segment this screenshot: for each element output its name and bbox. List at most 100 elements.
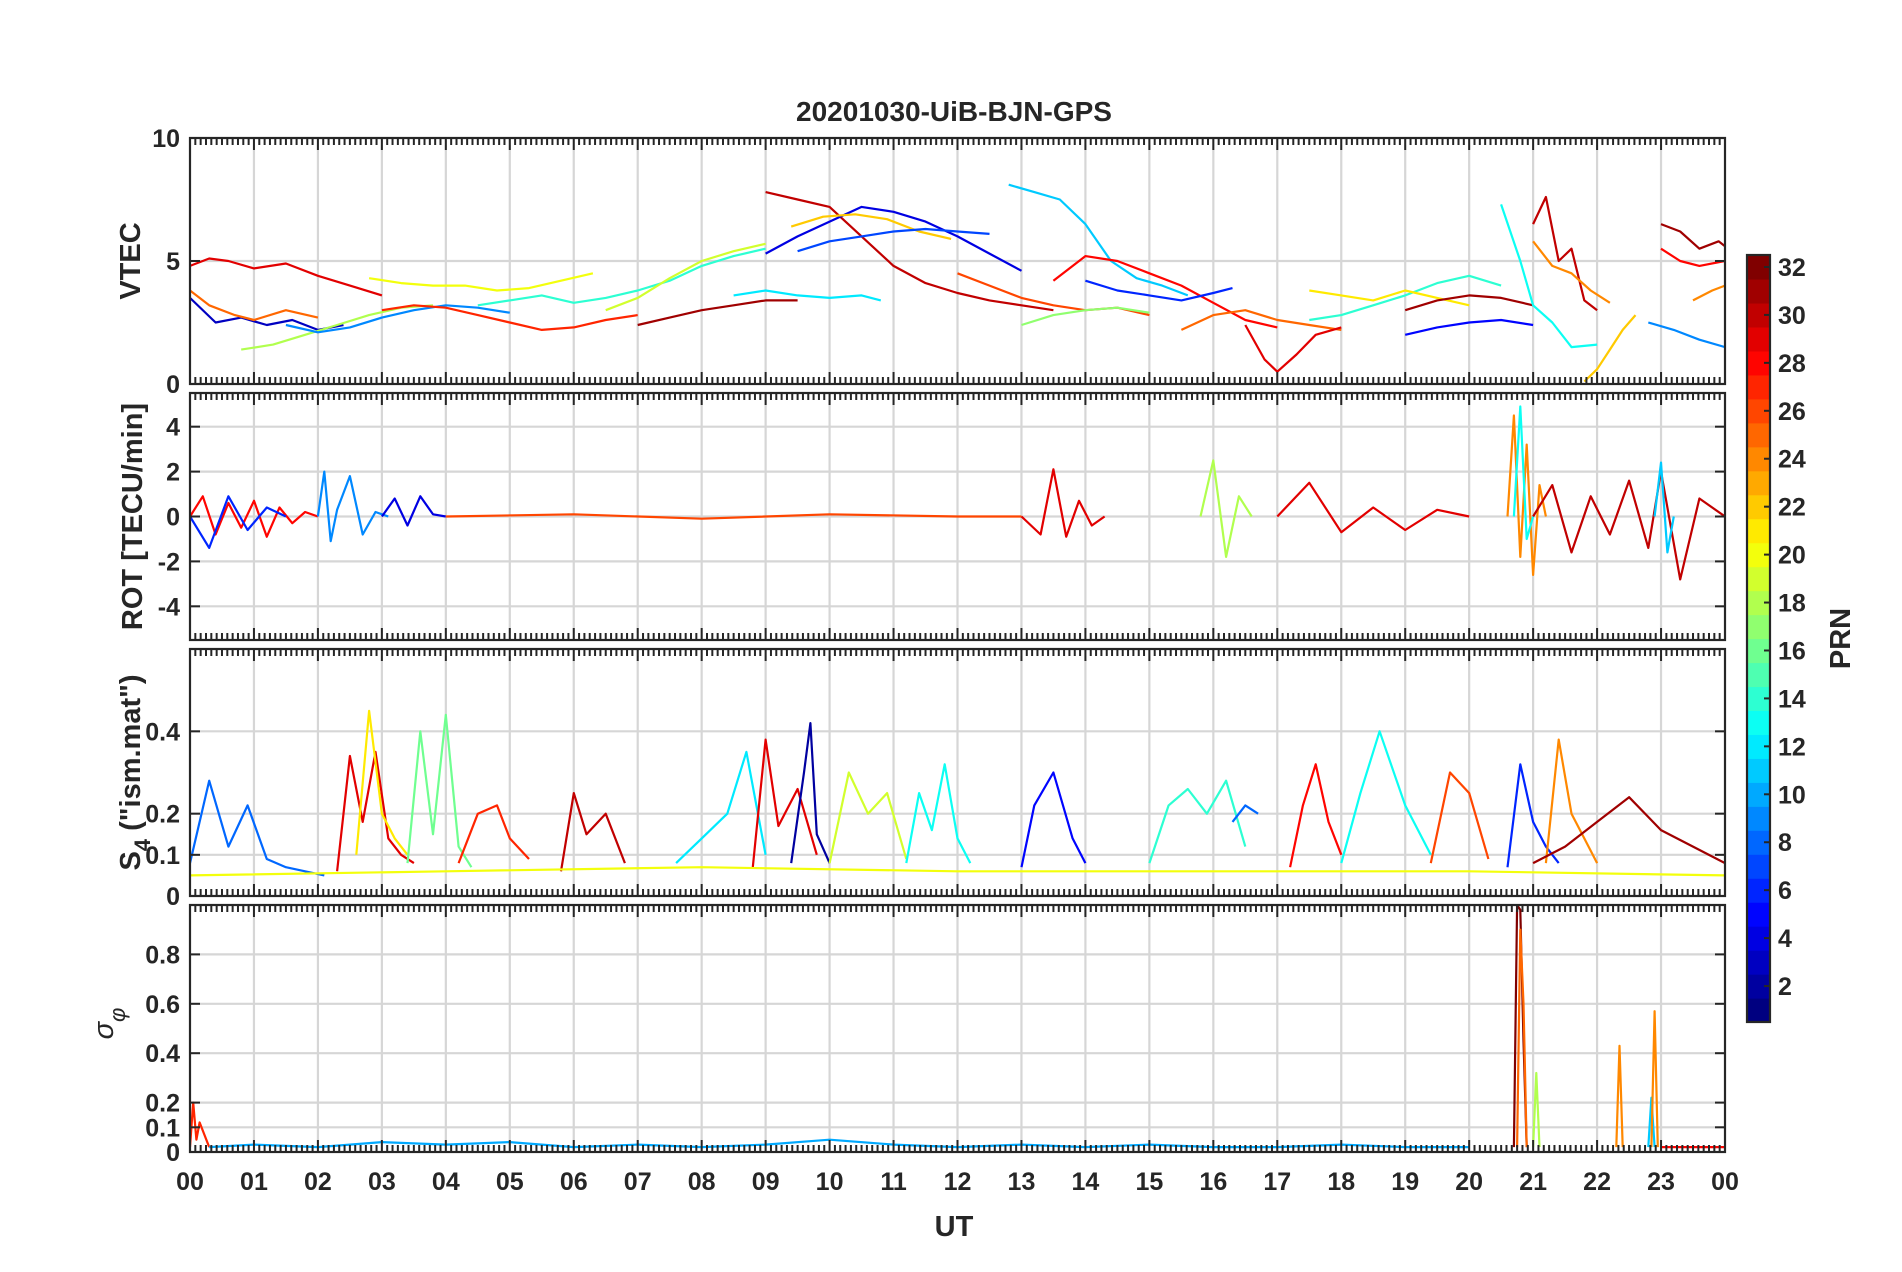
series-line-prn-9 (1647, 321, 1725, 349)
x-tick-label: 10 (816, 1168, 844, 1196)
x-tick-labels: 00 01 02 03 04 05 06 07 08 09 10 11 12 13 14 15 16 17 18 19… (176, 1168, 1739, 1196)
series-line-prn-13 (1340, 730, 1432, 864)
series-line-prn-27 (381, 304, 638, 331)
colorbar-segment (1747, 350, 1770, 376)
series-line-prn-30 (1532, 195, 1598, 312)
series-line-prn-13 (1500, 204, 1598, 349)
colorbar-segment (1747, 998, 1770, 1023)
series-line-prn-30 (559, 791, 626, 872)
colorbar-segment (1747, 662, 1770, 688)
y-tick-label: 5 (166, 248, 180, 276)
panel-rot: -4 -2 0 2 4 ROT [TECU/min] (117, 391, 1727, 642)
series-line-prn-14 (1309, 274, 1502, 322)
colorbar-tick-label: 18 (1778, 590, 1806, 618)
series-line-prn-28 (1289, 763, 1343, 868)
y-axis-label: VTEC (115, 222, 147, 299)
y-tick-label: 4 (166, 414, 180, 442)
y-tick-label: 0 (166, 504, 180, 532)
series-line-prn-11 (1653, 461, 1675, 554)
panel-s4: 0 0.1 0.2 0.4S4 ("ism.mat") (115, 647, 1727, 911)
x-tick-label: 22 (1583, 1168, 1611, 1196)
x-tick-label: 18 (1327, 1168, 1355, 1196)
colorbar-segment (1747, 422, 1770, 448)
colorbar-tick-label: 24 (1778, 446, 1806, 474)
colorbar-label: PRN (1825, 608, 1857, 669)
series-line-prn-28 (1660, 247, 1725, 267)
x-tick-label: 01 (240, 1168, 268, 1196)
colorbar-segment (1747, 470, 1770, 496)
colorbar-tick-label: 12 (1778, 733, 1806, 761)
colorbar-segment (1747, 950, 1770, 975)
series-line-prn-17 (1021, 306, 1150, 327)
x-tick-label: 11 (880, 1168, 907, 1196)
colorbar-segment (1747, 734, 1770, 759)
x-tick-label: 00 (1711, 1168, 1739, 1196)
y-tick-label: 0.2 (145, 801, 180, 829)
x-tick-label: 19 (1391, 1168, 1419, 1196)
colorbar-tick-label: 26 (1778, 398, 1806, 426)
x-tick-label: 08 (688, 1168, 716, 1196)
colorbar-tick-label: 20 (1778, 542, 1806, 570)
colorbar-segment (1747, 278, 1770, 304)
colorbar-segment (1747, 830, 1770, 855)
series-line-prn-30 (765, 191, 1054, 312)
series-line-prn-28 (1052, 255, 1278, 329)
series-line-prn-9 (285, 304, 510, 334)
series-line-prn-5 (1404, 318, 1534, 336)
y-tick-label: 0.4 (145, 1040, 180, 1068)
colorbar-segment (1747, 590, 1770, 616)
series-line-prn-24 (1692, 284, 1725, 302)
series-line-prn-12 (675, 750, 767, 864)
series-line-prn-4 (381, 495, 446, 527)
x-tick-label: 15 (1135, 1168, 1163, 1196)
y-tick-label: -2 (158, 548, 180, 576)
colorbar-segment (1747, 782, 1770, 807)
series-line-prn-25 (1516, 928, 1528, 1148)
y-tick-label: 0.1 (145, 1114, 180, 1142)
y-tick-label: 10 (152, 125, 180, 153)
series-group (190, 709, 1725, 877)
colorbar-segment (1747, 614, 1770, 640)
series-line-prn-16 (406, 713, 473, 868)
series-line-prn-27 (457, 804, 530, 864)
series-line-prn-26 (1429, 771, 1490, 864)
series-line-prn-30 (1532, 470, 1725, 581)
colorbar-segment (1747, 854, 1770, 879)
x-tick-label: 05 (496, 1168, 524, 1196)
series-line-prn-24 (1615, 1044, 1624, 1148)
x-tick-label: 02 (304, 1168, 332, 1196)
colorbar-segment (1747, 902, 1770, 927)
series-group (190, 183, 1725, 383)
y-tick-label: 0 (166, 883, 180, 911)
series-line-prn-9 (316, 470, 389, 543)
colorbar-tick-label: 4 (1778, 925, 1792, 953)
series-line-prn-29 (751, 738, 818, 868)
series-line-prn-18 (1199, 459, 1253, 559)
x-tick-label: 00 (176, 1168, 204, 1196)
colorbar-segment (1747, 638, 1770, 664)
colorbar-segment (1747, 398, 1770, 424)
series-line-prn-25 (190, 289, 319, 322)
series-line-prn-7 (797, 227, 990, 253)
series-line-prn-21 (355, 709, 409, 856)
colorbar-segment (1747, 878, 1770, 903)
colorbar-tick-label: 32 (1778, 254, 1806, 282)
y-tick-label: -4 (158, 593, 180, 621)
colorbar-segment (1747, 686, 1770, 712)
colorbar-tick-label: 6 (1778, 877, 1792, 905)
series-line-prn-28 (190, 495, 319, 538)
series-line-prn-14 (477, 247, 766, 307)
x-tick-label: 04 (432, 1168, 460, 1196)
colorbar-tick-label: 28 (1778, 350, 1806, 378)
series-group (190, 405, 1725, 581)
x-tick-label: 17 (1263, 1168, 1291, 1196)
x-tick-label: 03 (368, 1168, 396, 1196)
y-tick-label: 0.4 (145, 718, 180, 746)
x-axis-label: UT (935, 1211, 974, 1243)
y-tick-label: 0.6 (145, 991, 180, 1019)
series-line-prn-13 (905, 763, 972, 864)
series-line-prn-29 (1020, 468, 1106, 538)
x-tick-label: 13 (1008, 1168, 1036, 1196)
